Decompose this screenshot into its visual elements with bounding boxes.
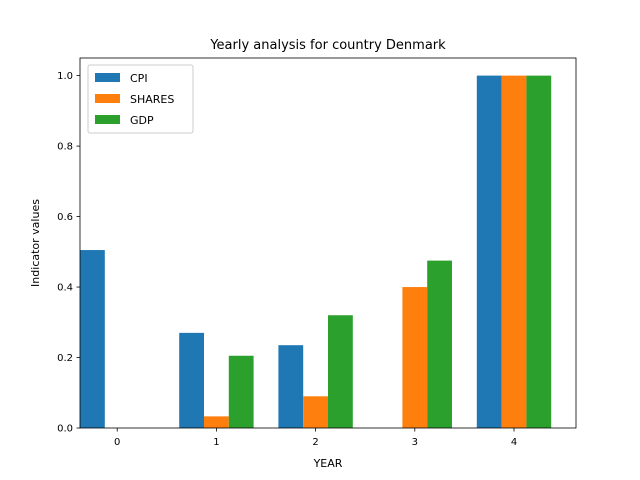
legend-swatch-shares xyxy=(95,94,120,103)
x-tick-label: 2 xyxy=(312,437,318,448)
bars-layer xyxy=(80,75,552,429)
legend-label-gdp: GDP xyxy=(130,114,154,127)
y-axis-label: Indicator values xyxy=(29,199,42,287)
plot-frame xyxy=(79,57,577,429)
legend-swatch-cpi xyxy=(95,73,120,82)
legend-swatch-gdp xyxy=(95,115,120,124)
bar-gdp-3 xyxy=(427,260,452,428)
x-axis-label: YEAR xyxy=(313,457,343,470)
bar-cpi-0 xyxy=(80,250,105,428)
legend-label-cpi: CPI xyxy=(130,72,148,85)
axes-layer: 0.0 0.2 0.4 0.6 0.8 1.0 0 1 2 3 4 xyxy=(57,57,577,448)
y-tick-label: 0.2 xyxy=(57,353,73,364)
y-tick-label: 0.4 xyxy=(57,283,73,294)
bar-cpi-1 xyxy=(179,332,204,428)
bar-shares-4 xyxy=(501,75,527,429)
bar-gdp-4 xyxy=(526,75,552,429)
y-tick-label: 0.6 xyxy=(57,212,73,223)
y-tick-label: 1.0 xyxy=(57,71,73,82)
legend: CPI SHARES GDP xyxy=(87,64,194,134)
x-tick-label: 0 xyxy=(114,437,120,448)
bar-shares-2 xyxy=(303,396,328,428)
bar-cpi-4 xyxy=(476,75,502,429)
bar-cpi-2 xyxy=(278,345,304,428)
bar-gdp-2 xyxy=(328,315,353,428)
bar-shares-3 xyxy=(402,287,428,428)
chart-title: Yearly analysis for country Denmark xyxy=(209,38,446,53)
bar-shares-1 xyxy=(204,416,229,428)
x-tick-label: 1 xyxy=(213,437,219,448)
x-tick-label: 4 xyxy=(511,437,517,448)
legend-label-shares: SHARES xyxy=(130,93,174,106)
x-tick-label: 3 xyxy=(412,437,418,448)
y-tick-label: 0.0 xyxy=(57,424,73,435)
y-tick-label: 0.8 xyxy=(57,142,73,153)
bar-gdp-1 xyxy=(228,355,254,428)
